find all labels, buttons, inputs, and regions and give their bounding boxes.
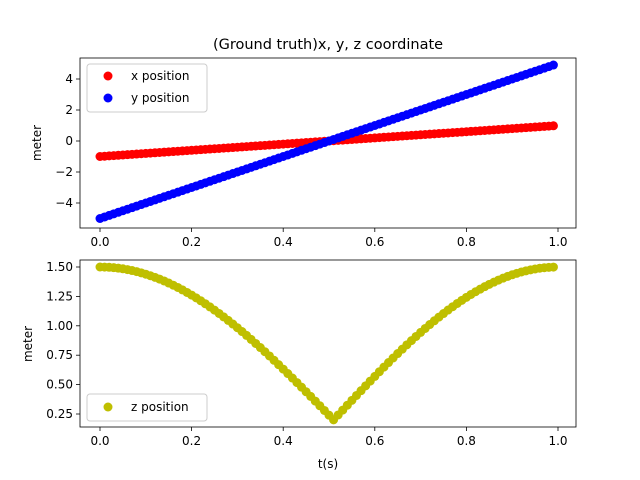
bottom-legend-box: [86, 393, 208, 422]
y-tick-label: 0.25: [46, 407, 73, 421]
legend-marker-y-position: [103, 93, 113, 103]
x-tick-label: 0.4: [274, 434, 293, 448]
legend-label-y-position: y position: [131, 91, 189, 105]
top-plot-frame: [79, 57, 577, 229]
x-tick-label: 0.0: [90, 434, 109, 448]
x-tick-label: 0.6: [365, 235, 384, 249]
y-position-point: [548, 60, 558, 70]
x-tick-label: 0.8: [457, 235, 476, 249]
y-tick-label: 1.00: [46, 319, 73, 333]
x-tick-label: 0.6: [365, 434, 384, 448]
legend-label-x-position: x position: [131, 69, 189, 83]
top-legend: x position y position: [86, 63, 208, 113]
subplot-z: 0.0 0.2 0.4 0.6 0.8 1.0 0.25 0.50 0.75 1.00 1.25 1…: [21, 259, 577, 471]
y-tick-label: 4: [65, 72, 73, 86]
x-tick-label: 0.2: [182, 235, 201, 249]
bottom-legend: z position: [86, 393, 208, 422]
y-tick-label: 0.50: [46, 378, 73, 392]
bottom-plot-points: [95, 262, 558, 425]
x-tick-label: 0.4: [274, 235, 293, 249]
top-plot-points: [95, 60, 558, 223]
top-legend-box: [86, 63, 208, 113]
top-y-axis-label: meter: [30, 125, 44, 161]
chart-title: (Ground truth)x, y, z coordinate: [213, 37, 443, 53]
legend-marker-x-position: [103, 71, 113, 81]
y-tick-label: 2: [65, 103, 73, 117]
x-tick-label: 1.0: [548, 235, 567, 249]
y-tick-label: 0: [65, 134, 73, 148]
bottom-y-ticks: 0.25 0.50 0.75 1.00 1.25 1.50: [46, 260, 80, 421]
y-tick-label: 1.25: [46, 289, 73, 303]
legend-label-z-position: z position: [131, 400, 189, 414]
y-tick-label: 0.75: [46, 348, 73, 362]
legend-marker-z-position: [103, 402, 113, 412]
z-position-point: [548, 262, 558, 272]
x-tick-label: 1.0: [548, 434, 567, 448]
bottom-y-axis-label: meter: [21, 326, 35, 362]
x-tick-label: 0.0: [90, 235, 109, 249]
bottom-plot-frame: [79, 259, 577, 428]
y-tick-label: −4: [55, 196, 73, 210]
y-tick-label: 1.50: [46, 260, 73, 274]
x-tick-label: 0.8: [457, 434, 476, 448]
top-y-ticks: −4 −2 0 2 4: [55, 72, 80, 210]
bottom-x-ticks: 0.0 0.2 0.4 0.6 0.8 1.0: [90, 427, 568, 448]
x-tick-label: 0.2: [182, 434, 201, 448]
subplot-xy: (Ground truth)x, y, z coordinate 0.0 0.2 0…: [30, 37, 577, 249]
y-tick-label: −2: [55, 165, 73, 179]
top-x-ticks: 0.0 0.2 0.4 0.6 0.8 1.0: [90, 228, 568, 249]
x-position-point: [548, 121, 558, 131]
bottom-x-axis-label: t(s): [318, 457, 338, 471]
